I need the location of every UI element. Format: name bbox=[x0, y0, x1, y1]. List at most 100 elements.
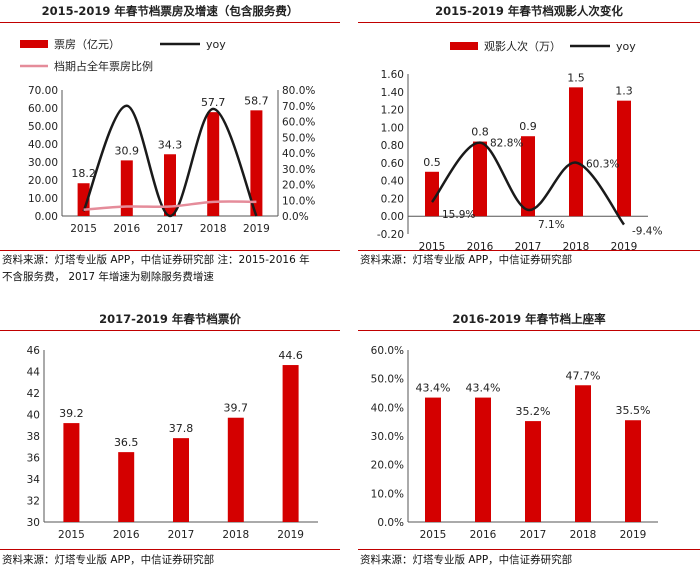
bar bbox=[475, 397, 491, 522]
x-tick-label: 2017 bbox=[157, 223, 184, 235]
y-tick-label: 44 bbox=[27, 367, 41, 379]
y-tick-label: 50.0% bbox=[371, 374, 404, 386]
x-tick-label: 2018 bbox=[222, 529, 249, 541]
box-office-title: 2015-2019 年春节档票房及增速（包含服务费） bbox=[0, 0, 340, 23]
y-right-tick-label: 60.0% bbox=[282, 117, 315, 129]
y-tick-label: 20.00 bbox=[28, 175, 58, 187]
y-tick-label: 10.0% bbox=[371, 488, 404, 500]
data-label: 1.3 bbox=[615, 85, 633, 98]
bar-box-office bbox=[77, 183, 90, 216]
source-line-2: 不含服务费， 2017 年增速为剔除服务费增速 bbox=[2, 271, 214, 283]
bar-box-office bbox=[207, 112, 220, 216]
y-tick-label: 0.00 bbox=[35, 211, 58, 223]
y-tick-label: 1.40 bbox=[381, 87, 404, 99]
data-label: 36.5 bbox=[114, 436, 139, 449]
data-label: 43.4% bbox=[416, 382, 451, 395]
y-tick-label: 32 bbox=[27, 496, 40, 508]
source-divider bbox=[0, 549, 340, 550]
y-tick-label: 0.20 bbox=[381, 193, 404, 205]
data-label: 35.2% bbox=[516, 405, 551, 418]
data-label: 30.9 bbox=[115, 144, 140, 157]
series-line-yoy bbox=[430, 141, 626, 226]
admissions-title: 2015-2019 年春节档观影人次变化 bbox=[358, 0, 700, 23]
y-tick-label: 10.00 bbox=[28, 193, 58, 205]
bar-admissions bbox=[521, 136, 535, 217]
data-label: 34.3 bbox=[158, 138, 183, 151]
data-label: 58.7 bbox=[244, 94, 269, 107]
data-label: 37.8 bbox=[169, 422, 194, 435]
data-label: 18.2 bbox=[71, 167, 96, 180]
bar-admissions bbox=[569, 87, 583, 217]
y-tick-label: 34 bbox=[27, 474, 41, 486]
x-tick-label: 2015 bbox=[58, 529, 85, 541]
ticket-price-panel: 2017-2019 年春节档票价 30 32 34 36 38 40 42 44 46 39.2 3… bbox=[0, 308, 340, 585]
y-right-tick-label: 10.0% bbox=[282, 195, 315, 207]
y-tick-label: 1.00 bbox=[381, 122, 404, 134]
legend-label-admissions: 观影人次（万） bbox=[484, 39, 561, 53]
y-tick-label: 42 bbox=[27, 388, 40, 400]
bar bbox=[118, 452, 135, 522]
y-tick-label: 30 bbox=[27, 517, 40, 529]
y-tick-label: 40 bbox=[27, 410, 40, 422]
box-office-source: 资料来源：灯塔专业版 APP，中信证券研究部 注：2015-2016 年 不含服… bbox=[2, 252, 310, 286]
bar-admissions bbox=[473, 141, 487, 217]
admissions-chart: 观影人次（万） yoy -0.20 0.00 0.20 0.40 0.60 0.80 1.00 1… bbox=[377, 39, 663, 253]
y-right-tick-label: 70.0% bbox=[282, 101, 315, 113]
y-tick-label: 1.20 bbox=[381, 105, 404, 117]
bar bbox=[525, 421, 541, 522]
bar-admissions bbox=[617, 100, 631, 217]
x-tick-label: 2019 bbox=[620, 529, 647, 541]
data-label: 39.2 bbox=[59, 407, 84, 420]
bar-box-office bbox=[120, 160, 133, 216]
y-tick-label: 40.0% bbox=[371, 402, 404, 414]
data-label: 1.5 bbox=[567, 71, 585, 84]
legend-label-yoy: yoy bbox=[206, 38, 226, 51]
y-right-tick-label: 80.0% bbox=[282, 85, 315, 97]
x-tick-label: 2019 bbox=[243, 223, 270, 235]
y-right-tick-label: 50.0% bbox=[282, 132, 315, 144]
y-right-tick-label: 40.0% bbox=[282, 148, 315, 160]
y-tick-label: 0.40 bbox=[381, 176, 404, 188]
y-tick-label: 38 bbox=[27, 431, 40, 443]
legend-swatch-admissions bbox=[450, 42, 478, 50]
bar-admissions bbox=[425, 171, 439, 217]
source-divider bbox=[358, 250, 700, 251]
data-label: 57.7 bbox=[201, 96, 226, 109]
y-tick-label: 40.00 bbox=[28, 139, 58, 151]
bar-box-office bbox=[164, 154, 176, 216]
y-right-tick-label: 0.0% bbox=[282, 211, 309, 223]
y-tick-label: 20.0% bbox=[371, 460, 404, 472]
legend-label-share: 档期占全年票房比例 bbox=[54, 59, 153, 73]
x-tick-label: 2016 bbox=[113, 223, 140, 235]
y-tick-label: 70.00 bbox=[28, 85, 58, 97]
bar bbox=[227, 417, 244, 522]
y-tick-label: 60.0% bbox=[371, 345, 404, 357]
admissions-panel: 2015-2019 年春节档观影人次变化 观影人次（万） yoy -0.20 0.00… bbox=[358, 0, 700, 290]
bar bbox=[282, 365, 299, 522]
occupancy-title: 2016-2019 年春节档上座率 bbox=[358, 308, 700, 331]
bar bbox=[625, 420, 641, 522]
y-tick-label: 46 bbox=[27, 345, 41, 357]
y-right-tick-label: 20.0% bbox=[282, 180, 315, 192]
y-tick-label: 0.0% bbox=[377, 517, 404, 529]
data-label: 35.5% bbox=[616, 404, 651, 417]
data-label: 0.8 bbox=[471, 126, 489, 139]
x-tick-label: 2018 bbox=[570, 529, 597, 541]
ticket-price-chart: 30 32 34 36 38 40 42 44 46 39.2 36.5 37.8 39.7 44.6 20… bbox=[27, 345, 318, 541]
data-label: 47.7% bbox=[566, 369, 601, 382]
ticket-price-title: 2017-2019 年春节档票价 bbox=[0, 308, 340, 331]
x-tick-label: 2019 bbox=[611, 241, 638, 253]
x-tick-label: 2017 bbox=[520, 529, 547, 541]
series-line-yoy bbox=[82, 104, 258, 218]
y-tick-label: 0.80 bbox=[381, 140, 404, 152]
occupancy-panel: 2016-2019 年春节档上座率 0.0% 10.0% 20.0% 30.0% 40.… bbox=[358, 308, 700, 585]
box-office-panel: 2015-2019 年春节档票房及增速（包含服务费） 票房（亿元） yoy 档期占全… bbox=[0, 0, 340, 290]
x-tick-label: 2016 bbox=[470, 529, 497, 541]
x-tick-label: 2019 bbox=[277, 529, 304, 541]
y-tick-label: 0.60 bbox=[381, 158, 404, 170]
bar bbox=[63, 423, 80, 522]
source-divider bbox=[358, 549, 700, 550]
occupancy-source: 资料来源：灯塔专业版 APP，中信证券研究部 bbox=[360, 554, 573, 566]
yoy-label: 7.1% bbox=[538, 219, 565, 231]
data-label: 39.7 bbox=[224, 402, 249, 415]
